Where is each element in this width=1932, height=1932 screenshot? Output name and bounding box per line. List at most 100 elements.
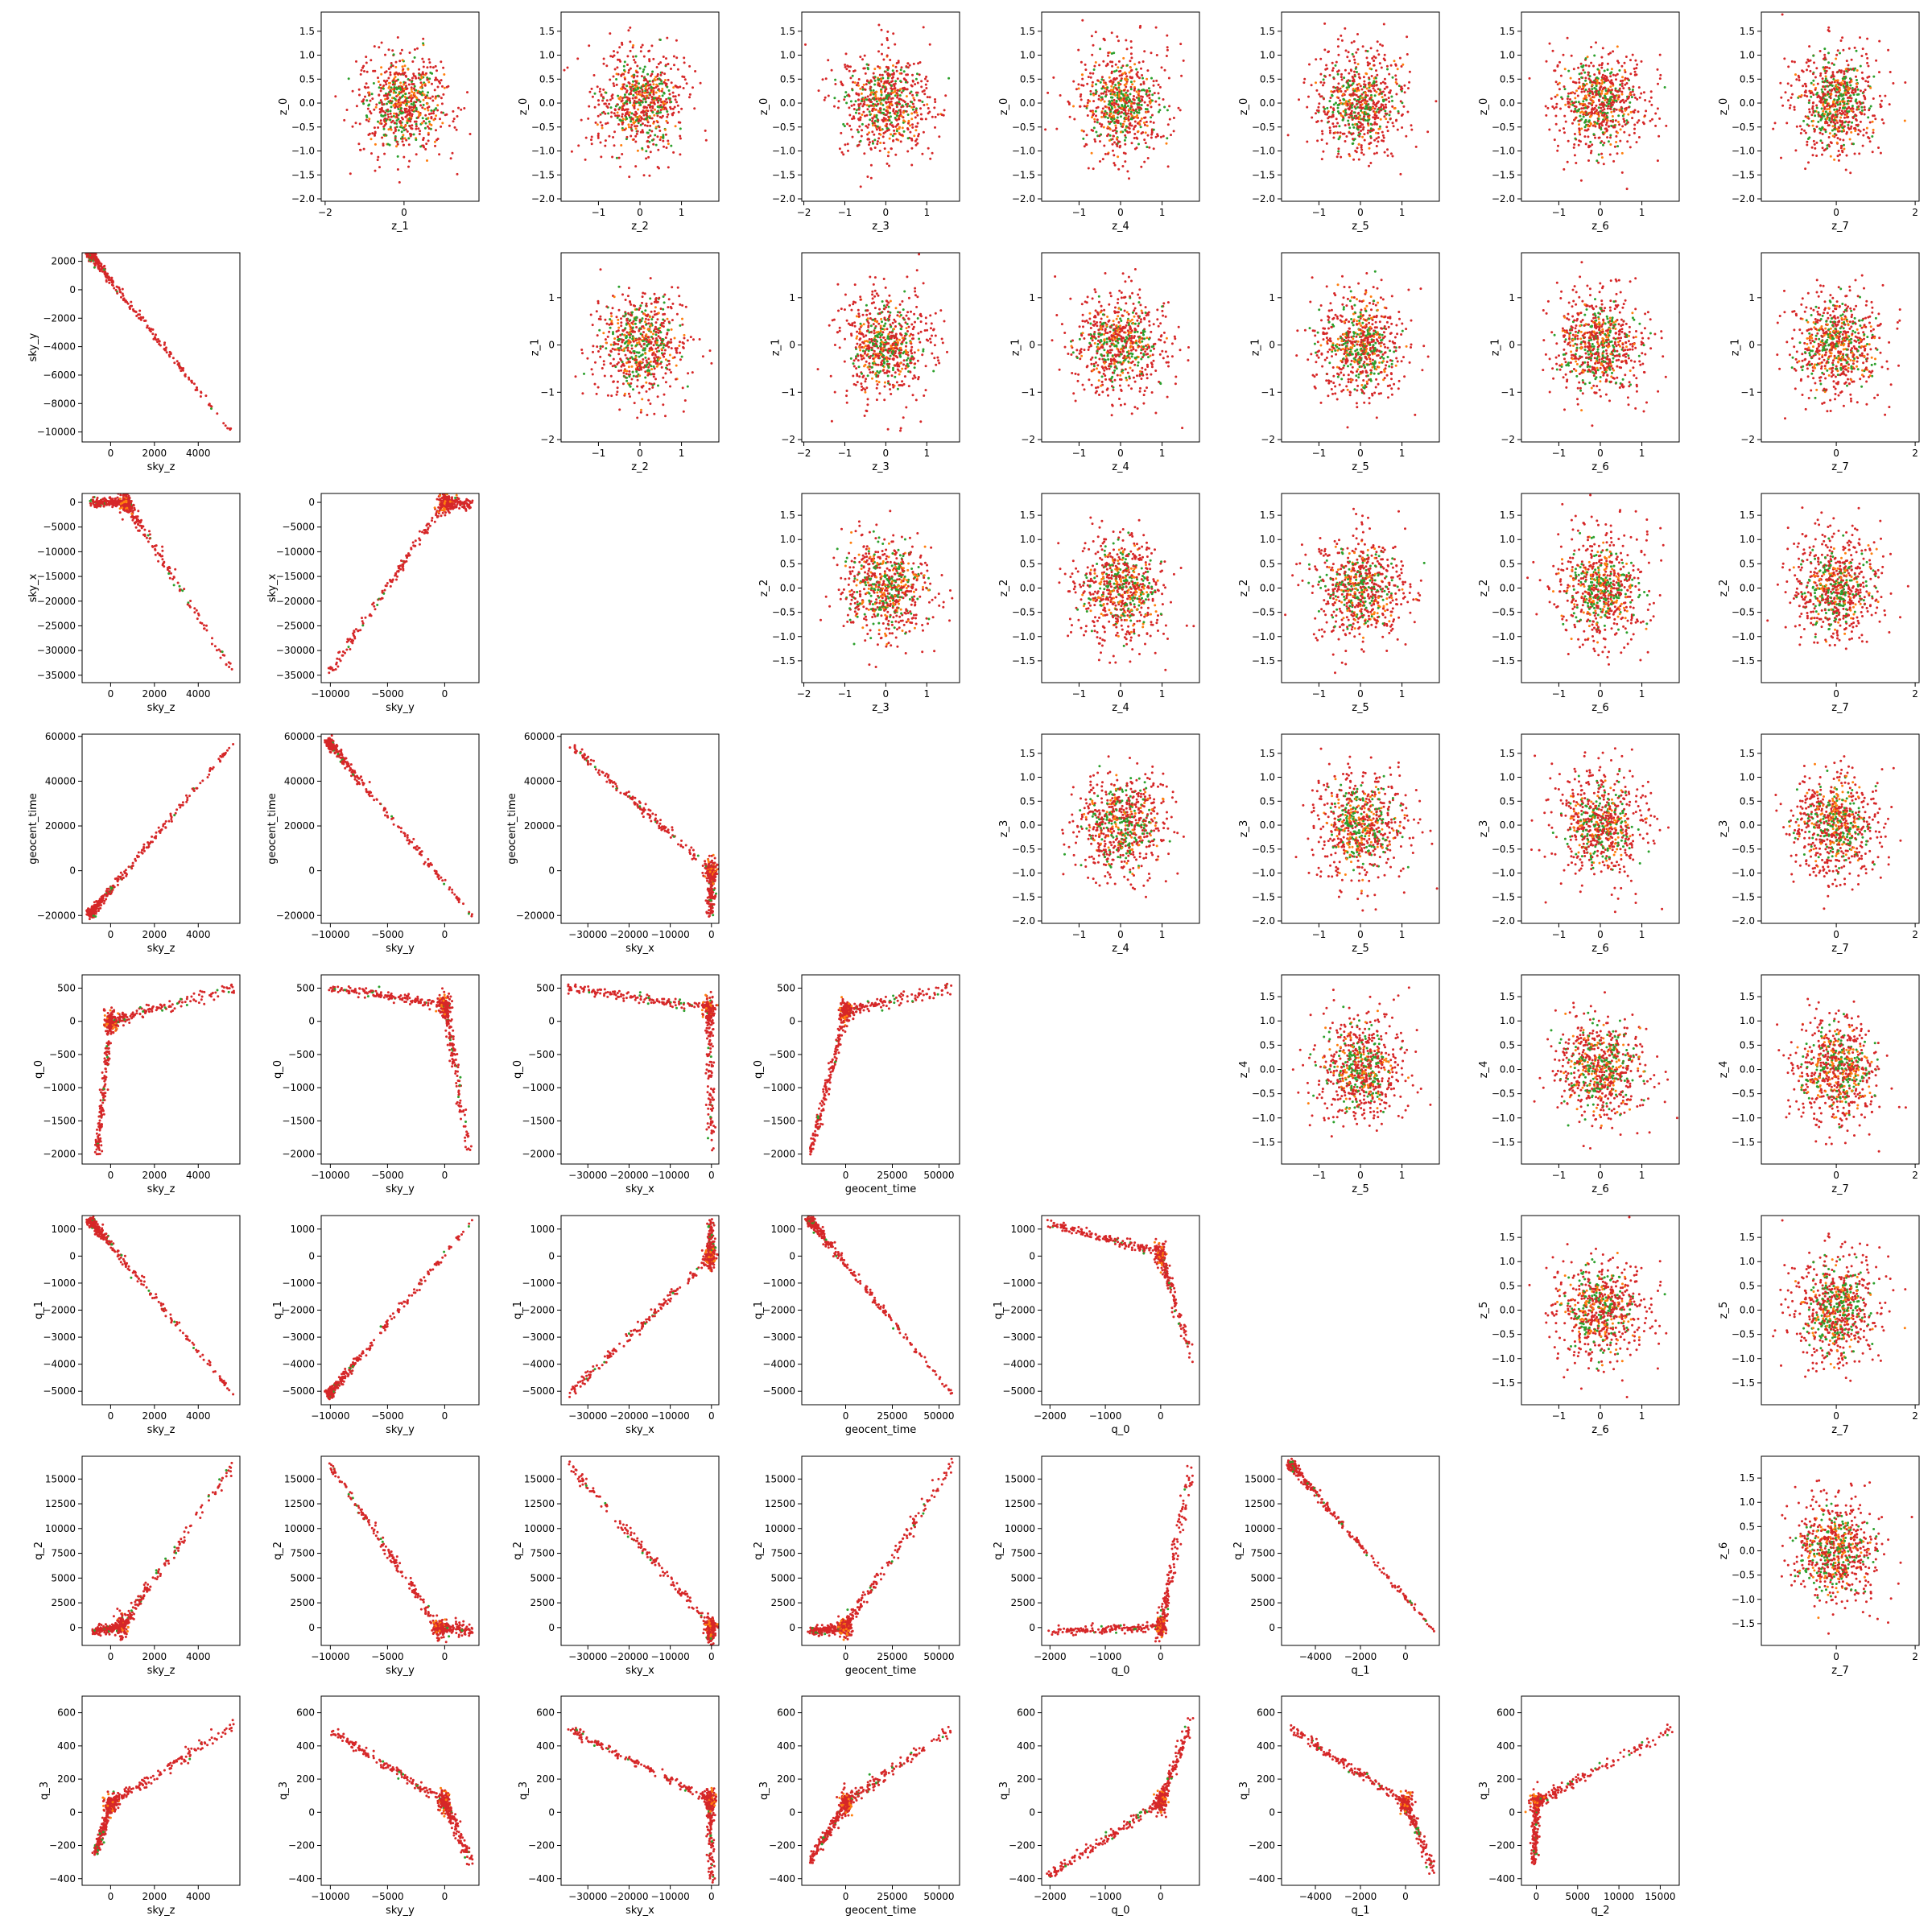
scatter-point [1802,85,1805,88]
scatter-point [394,126,397,130]
scatter-point [857,93,861,96]
scatter-point [1368,85,1371,88]
scatter-point [365,99,369,102]
scatter-point [1817,111,1820,114]
scatter-point [1344,89,1347,93]
scatter-point [442,93,445,96]
scatter-point [605,64,609,68]
scatter-point [440,97,443,100]
scatter-point [1567,139,1570,142]
scatter-point [1286,134,1290,137]
scatter-point [874,95,877,98]
scatter-point [412,87,415,90]
scatter-point [916,91,919,94]
scatter-point [845,101,848,105]
scatter-point [869,148,873,151]
scatter-point [424,122,427,125]
scatter-point [1108,134,1112,137]
y-tick-label: −1.5 [1252,169,1275,180]
scatter-point [415,127,418,130]
scatter-point [396,168,399,171]
scatter-point [1354,107,1357,110]
scatter-point [388,143,391,147]
scatter-point [1665,124,1668,127]
scatter-point [410,97,413,101]
axes-frame [801,11,960,202]
scatter-point [650,109,653,112]
scatter-point [427,120,431,123]
scatter-point [1111,82,1114,85]
scatter-point [1822,85,1825,88]
scatter-point [895,118,898,122]
scatter-point [598,90,601,93]
scatter-point [436,78,439,81]
scatter-point [384,94,387,97]
scatter-point [1101,107,1104,110]
scatter-point [1378,92,1381,95]
scatter-point [434,78,436,81]
scatter-point [392,53,395,56]
scatter-point [1855,123,1858,126]
scatter-point [894,65,898,68]
scatter-point [1110,31,1113,35]
scatter-point [668,93,671,96]
scatter-point [677,110,680,114]
scatter-point [1786,82,1790,85]
scatter-point [1337,152,1340,155]
scatter-point [1130,68,1133,72]
scatter-point [1159,135,1162,138]
scatter-point [411,109,414,112]
scatter-point [1373,60,1376,62]
scatter-point [1638,96,1641,99]
scatter-point [1570,54,1573,57]
scatter-point [592,74,596,76]
scatter-point [394,71,398,74]
scatter-point [1118,89,1121,92]
scatter-point [1808,108,1811,111]
scatter-point [1608,125,1611,128]
scatter-point [1849,171,1852,175]
scatter-point [652,142,655,146]
scatter-point [1349,111,1352,114]
scatter-point [1584,110,1587,114]
scatter-point [1332,131,1335,134]
scatter-point [1559,74,1563,77]
scatter-point [920,85,923,89]
scatter-point [386,79,389,82]
scatter-point [1144,108,1147,110]
scatter-point [866,108,869,111]
scatter-point [1795,125,1798,128]
scatter-point [1904,81,1907,84]
scatter-point [606,106,609,109]
scatter-point [406,87,408,90]
scatter-point [1134,109,1137,112]
scatter-point [1877,147,1880,149]
scatter-point [886,66,890,69]
scatter-point [1367,129,1370,132]
scatter-point [414,105,417,108]
scatter-point [1377,140,1380,143]
scatter-point [1092,114,1095,117]
scatter-point [1124,109,1127,112]
scatter-point [635,81,638,85]
scatter-point [1332,103,1335,106]
scatter-point [886,94,889,97]
scatter-point [1385,85,1389,89]
scatter-point [1115,76,1118,80]
scatter-point [1605,76,1608,79]
scatter-point [643,124,646,127]
scatter-point [817,89,820,93]
scatter-point [1141,76,1144,80]
scatter-point [895,128,898,130]
scatter-point [1125,64,1129,67]
scatter-point [1610,104,1613,107]
scatter-point [1080,129,1084,132]
scatter-point [823,98,826,101]
scatter-point [394,65,398,68]
scatter-point [1140,104,1143,106]
scatter-point [1337,97,1340,100]
scatter-point [1322,78,1325,81]
scatter-point [610,111,613,114]
scatter-point [1340,101,1343,105]
scatter-point [389,112,392,115]
